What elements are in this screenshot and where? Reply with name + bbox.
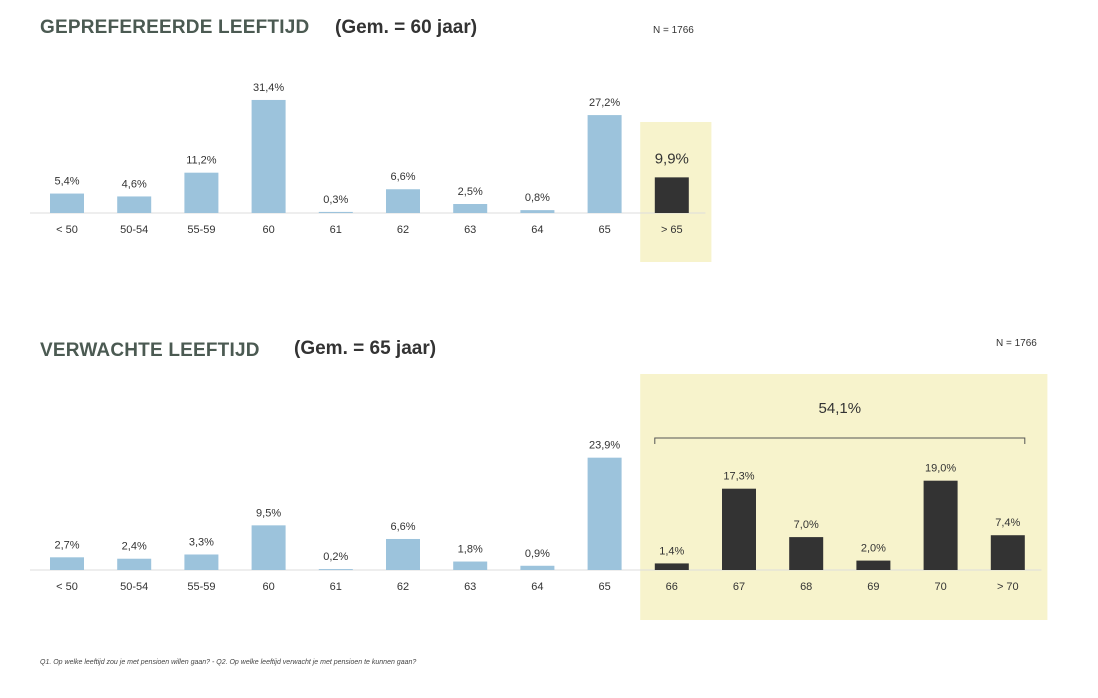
value-label-60: 9,5% (256, 507, 281, 519)
tick-label-67: 67 (733, 581, 745, 593)
bar-62 (386, 189, 420, 213)
chart1-preferred-age: 5,4% < 50 4,6% 50-54 11,2% 55-59 31,4% 60 0,3% 61… (30, 82, 712, 262)
value-label-70: 19,0% (925, 463, 956, 475)
tick-label-70: > 70 (997, 581, 1019, 593)
footnote: Q1. Op welke leeftijd zou je met pensioe… (40, 659, 417, 666)
tick-label-61: 61 (330, 581, 342, 593)
tick-label-64: 64 (531, 224, 543, 236)
bar-50 (50, 557, 84, 570)
value-label-61: 0,2% (323, 551, 348, 563)
bar-62 (386, 538, 420, 570)
value-label-70: 7,4% (995, 517, 1020, 529)
tick-label-62: 62 (397, 581, 409, 593)
tick-label-60: 60 (262, 581, 274, 593)
value-label-65: 23,9% (589, 440, 620, 452)
tick-label-65: 65 (598, 224, 610, 236)
value-label-61: 0,3% (323, 194, 348, 206)
tick-label-50: < 50 (56, 224, 78, 236)
bar-55-59 (184, 172, 219, 213)
bar-68 (789, 537, 824, 570)
tick-label-60: 60 (262, 224, 274, 236)
bar-66 (654, 563, 689, 570)
tick-label-50: < 50 (56, 581, 78, 593)
value-label-55-59: 11,2% (186, 155, 217, 167)
bar-69 (856, 560, 891, 570)
value-label-62: 6,6% (390, 521, 415, 533)
bar-50-54 (117, 558, 152, 570)
chart1-title: GEPREFEREERDE LEEFTIJD (40, 17, 310, 38)
bar-60 (251, 99, 286, 213)
tick-label-55-59: 55-59 (187, 224, 215, 236)
value-label-50-54: 2,4% (122, 541, 147, 553)
bracket-label: 54,1% (819, 400, 862, 417)
bar-63 (453, 204, 488, 213)
value-label-50-54: 4,6% (122, 178, 147, 190)
tick-label-70: 70 (934, 581, 946, 593)
value-label-62: 6,6% (390, 171, 415, 183)
bracket (654, 437, 1026, 444)
value-label-65: 9,9% (655, 150, 689, 167)
value-label-66: 1,4% (659, 545, 684, 557)
bar-65 (587, 115, 622, 213)
chart1-subtitle: (Gem. = 60 jaar) (335, 17, 478, 38)
bar-55-59 (184, 554, 219, 570)
bar-67 (722, 488, 756, 570)
highlight-area (640, 374, 1048, 620)
bar-61 (318, 211, 353, 213)
tick-label-63: 63 (464, 581, 476, 593)
value-label-68: 7,0% (794, 519, 819, 531)
bar-61 (318, 569, 353, 571)
tick-label-50-54: 50-54 (120, 224, 148, 236)
tick-label-65: > 65 (661, 224, 683, 236)
value-label-64: 0,9% (525, 548, 550, 560)
tick-label-50-54: 50-54 (120, 581, 148, 593)
tick-label-61: 61 (330, 224, 342, 236)
tick-label-66: 66 (666, 581, 678, 593)
bar-64 (520, 210, 555, 213)
bar-50 (50, 193, 84, 213)
bar-70 (923, 480, 958, 570)
tick-label-68: 68 (800, 581, 812, 593)
value-label-69: 2,0% (861, 543, 886, 555)
tick-label-55-59: 55-59 (187, 581, 215, 593)
chart2-n-count: N = 1766 (996, 338, 1037, 349)
tick-label-63: 63 (464, 224, 476, 236)
value-label-67: 17,3% (723, 471, 754, 483)
bar-50-54 (117, 196, 152, 213)
tick-label-69: 69 (867, 581, 879, 593)
value-label-63: 2,5% (458, 186, 483, 198)
chart1-n-count: N = 1766 (653, 25, 694, 36)
value-label-60: 31,4% (253, 82, 284, 94)
tick-label-62: 62 (397, 224, 409, 236)
value-label-65: 27,2% (589, 97, 620, 109)
value-label-50: 2,7% (54, 539, 79, 551)
bar-64 (520, 565, 555, 570)
value-label-50: 5,4% (54, 176, 79, 188)
bar-65 (587, 457, 622, 570)
bar-60 (251, 525, 286, 570)
tick-label-64: 64 (531, 581, 543, 593)
value-label-64: 0,8% (525, 192, 550, 204)
value-label-55-59: 3,3% (189, 536, 214, 548)
tick-label-65: 65 (598, 581, 610, 593)
bar-70 (990, 535, 1025, 570)
chart2-subtitle: (Gem. = 65 jaar) (294, 338, 437, 359)
value-label-63: 1,8% (458, 544, 483, 556)
bar-65 (654, 177, 689, 213)
bar-63 (453, 561, 488, 570)
chart2-title: VERWACHTE LEEFTIJD (40, 340, 260, 361)
